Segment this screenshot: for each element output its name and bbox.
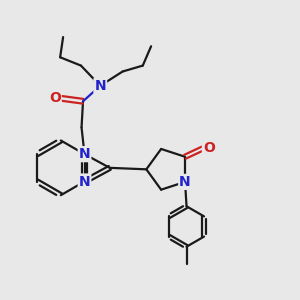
Text: O: O [203,141,215,155]
Text: N: N [79,175,90,188]
Text: N: N [94,79,106,93]
Text: O: O [49,91,61,105]
Text: N: N [79,147,90,161]
Text: N: N [179,175,191,189]
